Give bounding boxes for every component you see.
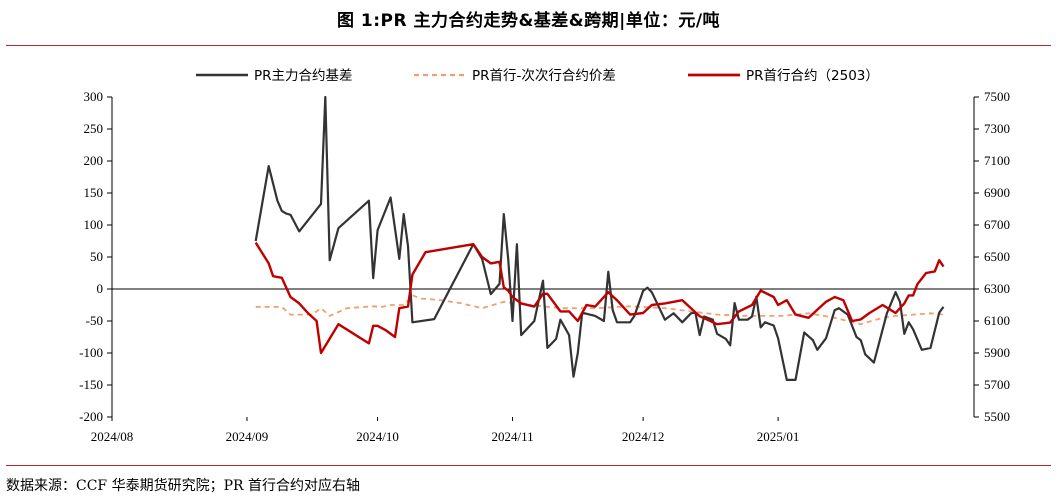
series-front-contract-line	[254, 241, 945, 355]
x-tick-label: 2024/10	[356, 429, 399, 444]
footer-divider	[6, 465, 1051, 466]
right-tick-label: 6700	[984, 217, 1010, 232]
right-tick-label: 7500	[984, 89, 1010, 104]
right-tick-label: 6100	[984, 313, 1010, 328]
series-layer	[254, 95, 945, 381]
right-tick-label: 6900	[984, 185, 1010, 200]
x-tick-label: 2025/01	[757, 429, 800, 444]
left-tick-label: -200	[79, 409, 103, 424]
left-tick-label: 200	[84, 153, 104, 168]
left-tick-label: 50	[90, 249, 103, 264]
axes-layer: 300 250 200 150 100 50 0 -50 -100 -150 -200 7500 730…	[79, 89, 1010, 444]
right-tick-label: 7100	[984, 153, 1010, 168]
right-tick-label: 6500	[984, 249, 1010, 264]
source-note: 数据来源：CCF 华泰期货研究院；PR 首行合约对应右轴	[6, 478, 360, 494]
right-tick-label: 5900	[984, 345, 1010, 360]
x-tick-label: 2024/12	[622, 429, 665, 444]
left-tick-label: 0	[97, 281, 104, 296]
right-tick-label: 5500	[984, 409, 1010, 424]
left-tick-label: 300	[84, 89, 104, 104]
x-tick-label: 2024/08	[91, 429, 134, 444]
right-tick-label: 7300	[984, 121, 1010, 136]
title-divider	[6, 45, 1051, 46]
legend-label: PR首行-次次行合约价差	[472, 68, 616, 84]
x-tick-label: 2024/09	[226, 429, 269, 444]
left-tick-label: 150	[84, 185, 104, 200]
left-tick-label: 250	[84, 121, 104, 136]
series-spread-line	[255, 294, 944, 326]
right-tick-label: 6300	[984, 281, 1010, 296]
chart-title: 图 1:PR 主力合约走势&基差&跨期|单位：元/吨	[336, 11, 721, 31]
left-tick-label: -50	[86, 313, 103, 328]
left-tick-label: 100	[84, 217, 104, 232]
right-tick-label: 5700	[984, 377, 1010, 392]
left-tick-label: -100	[79, 345, 103, 360]
legend-label: PR首行合约（2503）	[746, 68, 879, 84]
legend-label: PR主力合约基差	[254, 67, 353, 84]
x-tick-label: 2024/11	[491, 429, 533, 444]
series-basis-line	[254, 95, 945, 381]
legend: PR主力合约基差 PR首行-次次行合约价差 PR首行合约（2503）	[196, 67, 879, 84]
left-tick-label: -150	[79, 377, 103, 392]
